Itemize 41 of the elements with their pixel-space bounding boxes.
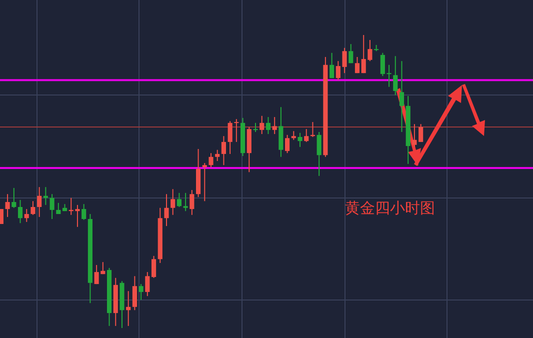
candlestick — [221, 136, 226, 166]
candlestick — [164, 194, 169, 227]
candlestick — [234, 118, 239, 142]
candlestick — [354, 56, 360, 74]
candlestick — [183, 192, 188, 212]
candlestick — [266, 116, 271, 135]
candlestick — [285, 134, 290, 154]
candlestick — [278, 106, 284, 158]
candlestick — [5, 194, 10, 218]
candlestick — [348, 44, 354, 64]
candlestick — [151, 255, 156, 278]
candlestick — [208, 152, 214, 168]
candlestick — [228, 120, 232, 154]
candlestick — [298, 132, 302, 148]
candlestick — [126, 290, 131, 326]
candlestick — [202, 162, 207, 202]
candlestick — [12, 187, 16, 208]
candlestick — [393, 56, 398, 96]
candlestick — [37, 186, 42, 218]
candlestick — [272, 116, 277, 135]
candlestick — [190, 189, 194, 216]
candlestick — [18, 199, 23, 224]
candlestick — [260, 115, 264, 135]
candlestick — [132, 276, 137, 311]
candlestick — [30, 200, 36, 216]
candlestick — [215, 149, 220, 162]
candlestick — [24, 208, 29, 222]
candlestick — [170, 188, 176, 216]
candlestick — [50, 194, 54, 220]
annotation: 黄金四小时图 — [345, 199, 435, 217]
candlestick — [253, 122, 258, 132]
candlestick — [330, 52, 334, 79]
candlestick — [82, 204, 86, 220]
candlestick — [304, 128, 309, 142]
candlestick — [176, 192, 182, 208]
candlestick — [43, 186, 48, 206]
candlestick — [138, 284, 144, 300]
candlestick — [399, 60, 404, 132]
candlestick — [316, 131, 322, 176]
candlestick — [0, 208, 4, 224]
candlestick — [145, 272, 150, 297]
